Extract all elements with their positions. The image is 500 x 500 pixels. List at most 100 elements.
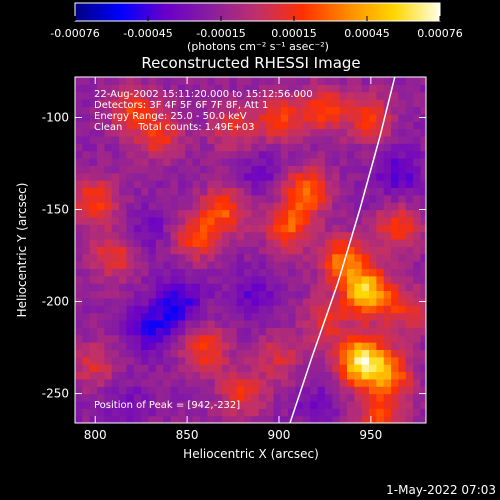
heatmap-cell bbox=[361, 77, 370, 85]
heatmap-cell bbox=[288, 165, 297, 174]
heatmap-cell bbox=[185, 180, 194, 189]
heatmap-cell bbox=[302, 150, 311, 159]
heatmap-cell bbox=[192, 128, 201, 137]
heatmap-cell bbox=[280, 253, 289, 262]
heatmap-cell bbox=[258, 305, 267, 314]
heatmap-cell bbox=[346, 400, 355, 409]
heatmap-cell bbox=[104, 128, 113, 137]
heatmap-cell bbox=[383, 216, 392, 225]
heatmap-cell bbox=[398, 386, 407, 395]
heatmap-cell bbox=[324, 408, 333, 417]
heatmap-cell bbox=[405, 202, 414, 211]
heatmap-cell bbox=[369, 121, 377, 130]
heatmap-cell bbox=[266, 224, 275, 233]
heatmap-cell bbox=[185, 415, 194, 423]
heatmap-cell bbox=[324, 393, 333, 402]
heatmap-cell bbox=[126, 143, 135, 152]
heatmap-cell bbox=[207, 334, 216, 343]
heatmap-cell bbox=[413, 371, 422, 380]
heatmap-cell bbox=[207, 356, 216, 365]
heatmap-cell bbox=[398, 77, 407, 85]
heatmap-cell bbox=[236, 135, 245, 144]
heatmap-cell bbox=[317, 349, 326, 358]
heatmap-cell bbox=[75, 400, 83, 409]
heatmap-cell bbox=[244, 319, 253, 328]
heatmap-cell bbox=[383, 91, 392, 100]
heatmap-cell bbox=[244, 400, 253, 409]
heatmap-cell bbox=[346, 319, 355, 328]
heatmap-cell bbox=[126, 150, 135, 159]
heatmap-cell bbox=[420, 202, 426, 211]
heatmap-cell bbox=[148, 194, 157, 203]
heatmap-cell bbox=[288, 91, 297, 100]
heatmap-cell bbox=[192, 150, 201, 159]
heatmap-cell bbox=[369, 253, 377, 262]
heatmap-cell bbox=[222, 99, 230, 108]
heatmap-cell bbox=[332, 106, 341, 115]
heatmap-cell bbox=[310, 408, 319, 417]
heatmap-cell bbox=[405, 121, 414, 130]
heatmap-cell bbox=[163, 342, 172, 350]
heatmap-cell bbox=[332, 135, 341, 144]
heatmap-cell bbox=[405, 187, 414, 196]
heatmap-cell bbox=[376, 356, 385, 365]
heatmap-cell bbox=[324, 77, 333, 85]
heatmap-cell bbox=[89, 224, 98, 233]
heatmap-cell bbox=[376, 297, 385, 306]
heatmap-cell bbox=[398, 415, 407, 423]
heatmap-cell bbox=[317, 180, 326, 189]
heatmap-cell bbox=[192, 157, 201, 166]
heatmap-cell bbox=[288, 121, 297, 130]
heatmap-cell bbox=[222, 253, 230, 262]
heatmap-cell bbox=[89, 349, 98, 358]
heatmap-cell bbox=[258, 253, 267, 262]
heatmap-cell bbox=[405, 371, 414, 380]
heatmap-cell bbox=[339, 194, 348, 203]
heatmap-cell bbox=[398, 312, 407, 321]
heatmap-cell bbox=[420, 400, 426, 409]
heatmap-cell bbox=[229, 356, 238, 365]
heatmap-cell bbox=[236, 356, 245, 365]
heatmap-cell bbox=[199, 224, 208, 233]
heatmap-cell bbox=[192, 216, 201, 225]
heatmap-cell bbox=[266, 180, 275, 189]
heatmap-cell bbox=[405, 106, 414, 115]
heatmap-cell bbox=[89, 135, 98, 144]
heatmap-cell bbox=[97, 253, 106, 262]
heatmap-cell bbox=[141, 261, 150, 270]
heatmap-cell bbox=[177, 238, 186, 247]
heatmap-cell bbox=[420, 415, 426, 423]
heatmap-cell bbox=[413, 187, 422, 196]
heatmap-cell bbox=[302, 77, 311, 85]
heatmap-cell bbox=[420, 143, 426, 152]
heatmap-cell bbox=[310, 312, 319, 321]
heatmap-cell bbox=[383, 113, 392, 122]
heatmap-cell bbox=[280, 77, 289, 85]
heatmap-cell bbox=[324, 283, 333, 292]
heatmap-cell bbox=[148, 400, 157, 409]
heatmap-cell bbox=[177, 150, 186, 159]
heatmap-cell bbox=[207, 312, 216, 321]
heatmap-cell bbox=[133, 275, 142, 284]
heatmap-cell bbox=[148, 371, 157, 380]
heatmap-cell bbox=[82, 246, 91, 255]
heatmap-cell bbox=[310, 209, 319, 218]
heatmap-cell bbox=[376, 143, 385, 152]
heatmap-cell bbox=[354, 400, 363, 409]
heatmap-cell bbox=[148, 312, 157, 321]
heatmap-cell bbox=[405, 128, 414, 137]
heatmap-cell bbox=[119, 356, 128, 365]
heatmap-cell bbox=[405, 135, 414, 144]
heatmap-cell bbox=[258, 238, 267, 247]
heatmap-cell bbox=[420, 187, 426, 196]
heatmap-cell bbox=[251, 246, 260, 255]
heatmap-cell bbox=[170, 202, 179, 211]
heatmap-cell bbox=[332, 150, 341, 159]
heatmap-cell bbox=[369, 143, 377, 152]
heatmap-cell bbox=[89, 238, 98, 247]
heatmap-cell bbox=[354, 356, 363, 365]
heatmap-cell bbox=[192, 297, 201, 306]
heatmap-cell bbox=[310, 91, 319, 100]
heatmap-cell bbox=[89, 275, 98, 284]
heatmap-cell bbox=[126, 216, 135, 225]
